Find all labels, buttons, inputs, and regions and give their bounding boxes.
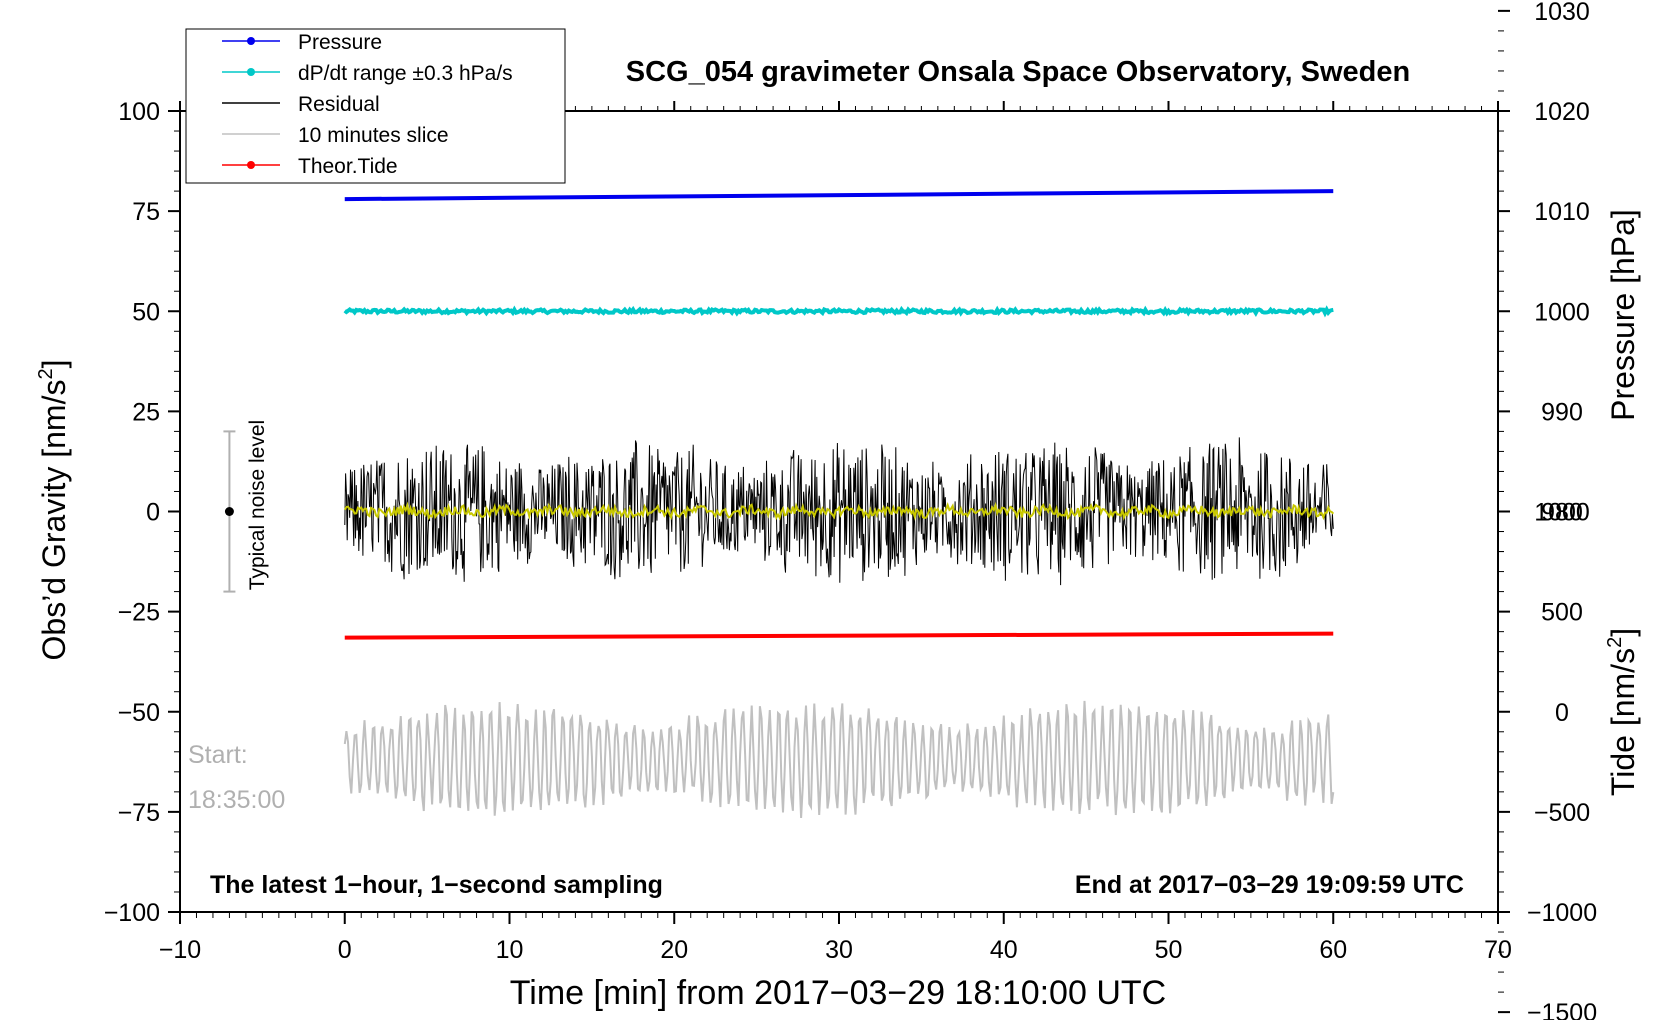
noise-label: Typical noise level: [246, 420, 269, 590]
y-tick-label: 75: [132, 198, 160, 226]
series-pressure: [344, 189, 1334, 202]
tide-tick-label: 0: [1555, 699, 1569, 727]
series-layer: [343, 189, 1335, 818]
chart-title: SCG_054 gravimeter Onsala Space Observat…: [626, 56, 1410, 88]
y-axis-label-left-end: ]: [36, 360, 72, 369]
x-tick-label: 20: [660, 936, 688, 964]
tide-axis-ticks: 1000 500 0 −500 −1000 −1500: [1498, 490, 1597, 1020]
tide-axis-label-text: Tide [nm/s: [1605, 648, 1641, 796]
tide-axis-label: Tide [nm/s2]: [1604, 628, 1641, 796]
y-tick-label: 0: [146, 499, 160, 527]
y-axis-ticks: 100 75 50 25 0 −25 −50 −75 −100: [104, 98, 180, 927]
x-tick-label: 30: [825, 936, 853, 964]
legend-marker: [247, 161, 255, 169]
x-axis-ticks: −10 0 10 20 30 40 50 60 70: [159, 101, 1512, 964]
legend-box: [185, 28, 566, 184]
legend-marker: [247, 37, 255, 45]
end-time-note: End at 2017−03−29 19:09:59 UTC: [1075, 871, 1464, 899]
legend-label: Theor.Tide: [298, 155, 398, 178]
tide-tick-label: −500: [1534, 799, 1590, 827]
x-tick-label: 40: [990, 936, 1018, 964]
legend-marker: [247, 68, 255, 76]
series-dpdt: [343, 305, 1334, 318]
x-tick-label: 50: [1155, 936, 1183, 964]
pressure-tick-label: 1010: [1534, 198, 1590, 226]
start-time-label: 18:35:00: [188, 786, 285, 814]
x-tick-label: 10: [496, 936, 524, 964]
pressure-tick-label: 990: [1541, 398, 1583, 426]
tide-axis-label-end: ]: [1605, 628, 1641, 637]
y-axis-label-left: Obs’d Gravity [nm/s2]: [35, 360, 72, 661]
y-tick-label: −25: [118, 599, 160, 627]
tide-tick-label: 500: [1541, 599, 1583, 627]
tide-tick-label: −1000: [1527, 899, 1597, 927]
y-axis-label-left-sup: 2: [35, 368, 57, 379]
series-residual-smoothed: [343, 501, 1335, 521]
pressure-axis-ticks: 1030 1020 1010 1000 990 980: [1498, 0, 1590, 553]
series-theor-tide: [344, 631, 1334, 640]
y-axis-label-left-text: Obs’d Gravity [nm/s: [36, 380, 72, 661]
tide-axis-label-sup: 2: [1604, 637, 1626, 648]
y-tick-label: 50: [132, 298, 160, 326]
x-tick-label: 60: [1319, 936, 1347, 964]
start-label: Start:: [188, 741, 248, 769]
tide-tick-label: 1000: [1534, 499, 1590, 527]
pressure-tick-label: 1020: [1534, 98, 1590, 126]
legend-label: dP/dt range ±0.3 hPa/s: [298, 62, 513, 85]
legend-label: 10 minutes slice: [298, 124, 449, 147]
y-tick-label: −50: [118, 699, 160, 727]
pressure-tick-label: 980: [1541, 499, 1583, 527]
y-tick-label: 25: [132, 398, 160, 426]
x-axis-label: Time [min] from 2017−03−29 18:10:00 UTC: [510, 974, 1166, 1012]
noise-center-dot: [224, 507, 234, 516]
y-tick-label: −75: [118, 799, 160, 827]
y-tick-label: 100: [118, 98, 160, 126]
pressure-axis-label: Pressure [hPa]: [1605, 209, 1641, 421]
x-tick-label: 70: [1484, 936, 1512, 964]
x-tick-label: −10: [159, 936, 201, 964]
tide-tick-label: −1500: [1527, 999, 1597, 1020]
series-10min-slice: [343, 700, 1335, 818]
sampling-note: The latest 1−hour, 1−second sampling: [210, 871, 663, 899]
pressure-tick-label: 1030: [1534, 0, 1590, 26]
y-tick-label: −100: [104, 899, 160, 927]
legend-label: Residual: [298, 93, 380, 116]
pressure-tick-label: 1000: [1534, 298, 1590, 326]
legend-label: Pressure: [298, 31, 382, 54]
x-tick-label: 0: [338, 936, 352, 964]
legend: Pressure dP/dt range ±0.3 hPa/s Residual 10…: [185, 28, 566, 184]
noise-indicator: [223, 430, 236, 593]
